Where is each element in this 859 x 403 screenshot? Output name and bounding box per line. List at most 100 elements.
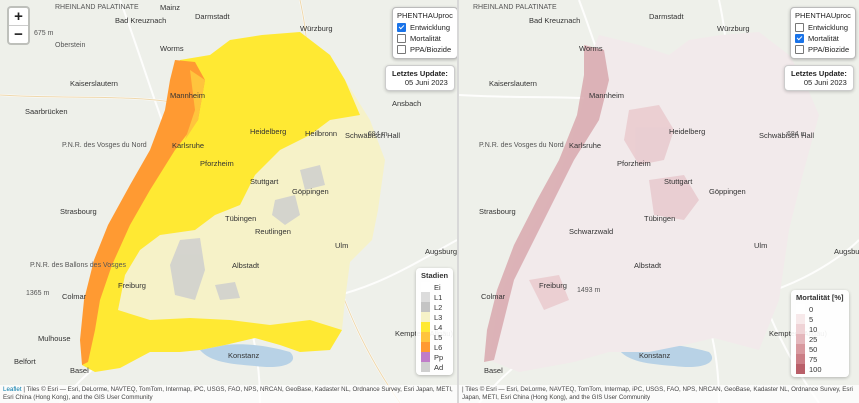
- place-label: Oberstein: [55, 42, 86, 49]
- place-label: Augsburg: [425, 247, 457, 256]
- place-label: Freiburg: [539, 281, 567, 290]
- leaflet-link[interactable]: Leaflet: [3, 386, 22, 393]
- checkbox[interactable]: [397, 34, 406, 43]
- place-label: Albstadt: [232, 261, 260, 270]
- legend-label: 10: [809, 324, 818, 334]
- legend-item: Ei: [421, 282, 448, 292]
- place-label: Göppingen: [709, 187, 746, 196]
- place-label: Pforzheim: [200, 159, 234, 168]
- place-label: RHEINLAND PALATINATE: [55, 4, 139, 11]
- place-label: Saarbrücken: [25, 107, 68, 116]
- place-label: Darmstadt: [195, 12, 230, 21]
- legend-label: 50: [809, 344, 818, 354]
- legend-label: 5: [809, 314, 814, 324]
- checkbox[interactable]: [795, 45, 804, 54]
- place-label: P.N.R. des Vosges du Nord: [479, 142, 564, 149]
- place-label: Colmar: [62, 292, 87, 301]
- legend-swatch: [421, 292, 430, 302]
- layer-option-mortalitaet[interactable]: Mortalität: [397, 33, 453, 44]
- place-label: Bad Kreuznach: [115, 16, 167, 25]
- checkbox[interactable]: [397, 23, 406, 32]
- legend-label: L1: [434, 292, 443, 302]
- place-label: Heidelberg: [669, 127, 706, 136]
- legend-label: Ei: [434, 282, 441, 292]
- checkbox[interactable]: [397, 45, 406, 54]
- layer-control: PHENTHAUproc Entwicklung Mortalität PPA/…: [790, 7, 856, 59]
- place-label: Ulm: [754, 241, 768, 250]
- attribution: Leaflet | Tiles © Esri — Esri, DeLorme, …: [0, 385, 457, 403]
- update-title: Letztes Update:: [791, 69, 847, 78]
- legend-item: L1: [421, 292, 448, 302]
- place-label: Mainz: [160, 3, 181, 12]
- update-date: 05 Juni 2023: [803, 78, 847, 87]
- place-label: Konstanz: [639, 351, 671, 360]
- panel-divider: [457, 0, 459, 403]
- legend-label: L3: [434, 312, 443, 322]
- place-label: Kaiserslautern: [489, 79, 537, 88]
- zoom-control: + −: [7, 6, 30, 45]
- checkbox[interactable]: [795, 23, 804, 32]
- legend-swatch: [796, 364, 805, 374]
- layer-option-ppa-biozide[interactable]: PPA/Biozide: [397, 44, 453, 55]
- basemap-left: [0, 0, 457, 403]
- checkbox[interactable]: [795, 34, 804, 43]
- attribution-text: | Tiles © Esri — Esri, DeLorme, NAVTEQ, …: [3, 386, 453, 401]
- layer-option-ppa-biozide[interactable]: PPA/Biozide: [795, 44, 851, 55]
- update-title: Letztes Update:: [392, 69, 448, 78]
- lake-constance: [200, 344, 294, 368]
- region-l4-north: [82, 32, 360, 372]
- place-label: Mannheim: [170, 91, 206, 100]
- map-panel-mortalitaet[interactable]: RHEINLAND PALATINATE Bad Kreuznach Darms…: [459, 0, 859, 403]
- legend-title: Stadien: [421, 271, 449, 280]
- legend-label: 0: [809, 304, 814, 314]
- place-label: Mannheim: [589, 91, 625, 100]
- region-l6-rhine-valley: [80, 60, 205, 365]
- place-label: Kaiserslautern: [70, 79, 118, 88]
- elevation-label: 684 m: [787, 131, 807, 138]
- legend-item: 50: [796, 344, 844, 354]
- legend-mortalitaet: Mortalität [%] 0 5 10 25 50 75 100: [791, 290, 849, 377]
- place-label: Karlsruhe: [569, 141, 602, 150]
- legend-label: L5: [434, 332, 443, 342]
- place-label: P.N.R. des Ballons des Vosges: [30, 262, 126, 269]
- place-label: Tübingen: [225, 214, 257, 223]
- elevation-label: 1493 m: [577, 287, 601, 294]
- legend-label: 25: [809, 334, 818, 344]
- map-panel-entwicklung[interactable]: RHEINLAND PALATINATE Bad Kreuznach Mainz…: [0, 0, 457, 403]
- legend-label: Pp: [434, 352, 444, 362]
- place-label: Schwäbisch Hall: [345, 131, 401, 140]
- legend-item: L6: [421, 342, 448, 352]
- legend-title: Mortalität [%]: [796, 293, 844, 302]
- zoom-in-button[interactable]: +: [14, 8, 23, 25]
- legend-item: 25: [796, 334, 844, 344]
- legend-swatch: [796, 344, 805, 354]
- legend-item: 75: [796, 354, 844, 364]
- update-date: 05 Juni 2023: [404, 78, 448, 87]
- place-label: Stuttgart: [664, 177, 693, 186]
- legend-item: Pp: [421, 352, 448, 362]
- legend-swatch: [421, 332, 430, 342]
- place-label: RHEINLAND PALATINATE: [473, 4, 557, 11]
- place-label: Heidelberg: [250, 127, 287, 136]
- place-label: Stuttgart: [250, 177, 279, 186]
- place-label: Schwäbisch Hall: [759, 131, 815, 140]
- legend-item: 5: [796, 314, 844, 324]
- layer-option-entwicklung[interactable]: Entwicklung: [397, 22, 453, 33]
- place-label: Würzburg: [717, 24, 750, 33]
- legend-swatch: [796, 324, 805, 334]
- legend-item: L4: [421, 322, 448, 332]
- zoom-out-button[interactable]: −: [9, 25, 28, 43]
- place-label: Würzburg: [300, 24, 333, 33]
- place-label: Ansbach: [392, 99, 422, 108]
- legend-swatch: [421, 352, 430, 362]
- layer-option-entwicklung[interactable]: Entwicklung: [795, 22, 851, 33]
- place-label: Worms: [579, 44, 603, 53]
- layer-option-mortalitaet[interactable]: Mortalität: [795, 33, 851, 44]
- place-label: Ulm: [335, 241, 349, 250]
- region-mortality-rhine-valley: [484, 45, 609, 362]
- legend-swatch: [421, 312, 430, 322]
- update-box: Letztes Update: 05 Juni 2023: [784, 65, 854, 91]
- legend-item: L5: [421, 332, 448, 342]
- legend-item: Ad: [421, 362, 448, 372]
